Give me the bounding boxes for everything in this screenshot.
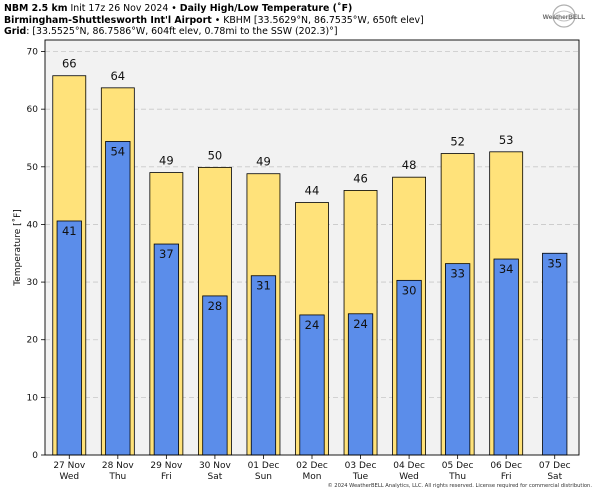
low-temp-bar bbox=[153, 243, 179, 456]
low-temp-label: 33 bbox=[450, 267, 465, 281]
low-temp-bar bbox=[105, 141, 131, 456]
low-temp-label: 24 bbox=[305, 318, 320, 332]
low-temp-label: 28 bbox=[208, 299, 223, 313]
bar-labels: 66 41 64 54 49 37 50 28 49 31 44 24 46 24 48 30 52 33 53 34… bbox=[62, 57, 562, 332]
x-tick-date: 06 Dec bbox=[490, 461, 522, 471]
x-tick-day: Thu bbox=[448, 472, 466, 482]
x-tick-date: 29 Nov bbox=[150, 461, 183, 471]
x-tick-date: 30 Nov bbox=[199, 461, 232, 471]
x-tick-day: Mon bbox=[303, 472, 322, 482]
y-tick-label: 10 bbox=[27, 393, 39, 403]
y-tick-label: 40 bbox=[27, 220, 39, 230]
bars bbox=[52, 75, 568, 456]
x-tick-day: Thu bbox=[108, 472, 126, 482]
x-tick-date: 03 Dec bbox=[345, 461, 377, 471]
high-temp-label: 52 bbox=[450, 135, 465, 149]
x-tick-date: 04 Dec bbox=[393, 461, 425, 471]
x-tick-day: Tue bbox=[352, 472, 369, 482]
high-temp-label: 46 bbox=[353, 171, 368, 185]
low-temp-label: 54 bbox=[110, 144, 125, 158]
y-tick-label: 30 bbox=[27, 278, 39, 288]
low-temp-label: 35 bbox=[547, 256, 562, 270]
low-temp-bar bbox=[299, 314, 325, 456]
low-temp-label: 34 bbox=[499, 262, 514, 276]
low-temp-bar bbox=[396, 279, 422, 456]
header-line-2: Birmingham-Shuttlesworth Int'l Airport •… bbox=[4, 14, 424, 26]
y-tick-label: 50 bbox=[27, 163, 39, 173]
high-temp-label: 44 bbox=[305, 184, 320, 198]
svg-text:WeatherBELL: WeatherBELL bbox=[543, 14, 586, 21]
high-temp-label: 49 bbox=[159, 154, 174, 168]
low-temp-label: 37 bbox=[159, 247, 174, 261]
y-tick-label: 60 bbox=[27, 105, 39, 115]
y-tick-label: 20 bbox=[27, 336, 39, 346]
low-temp-bar bbox=[202, 295, 228, 456]
x-tick-day: Wed bbox=[399, 472, 419, 482]
low-temp-bar bbox=[56, 220, 82, 456]
y-tick-label: 0 bbox=[32, 451, 38, 461]
high-temp-label: 50 bbox=[208, 148, 223, 162]
copyright-footer: © 2024 WeatherBELL Analytics, LLC. All r… bbox=[327, 483, 592, 489]
x-tick-day: Sat bbox=[547, 472, 562, 482]
weatherbell-logo: WeatherBELL bbox=[543, 4, 586, 28]
y-tick-label: 70 bbox=[27, 48, 39, 58]
high-temp-label: 64 bbox=[110, 69, 125, 83]
x-tick-date: 27 Nov bbox=[53, 461, 86, 471]
low-temp-label: 41 bbox=[62, 224, 77, 238]
header-line-1: NBM 2.5 km Init 17z 26 Nov 2024 • Daily … bbox=[4, 3, 353, 14]
x-tick-day: Wed bbox=[59, 472, 79, 482]
low-temp-label: 31 bbox=[256, 279, 271, 293]
high-temp-label: 53 bbox=[499, 133, 514, 147]
chart-header: NBM 2.5 km Init 17z 26 Nov 2024 • Daily … bbox=[4, 3, 424, 38]
x-tick-day: Sat bbox=[208, 472, 223, 482]
low-temp-label: 30 bbox=[402, 283, 417, 297]
low-temp-bar bbox=[493, 258, 519, 456]
x-tick-day: Fri bbox=[161, 472, 172, 482]
low-temp-bar bbox=[347, 313, 374, 456]
x-tick-date: 28 Nov bbox=[102, 461, 135, 471]
x-tick-date: 02 Dec bbox=[296, 461, 328, 471]
high-temp-label: 48 bbox=[402, 158, 417, 172]
x-tick-day: Fri bbox=[501, 472, 512, 482]
x-tick-day: Sun bbox=[255, 472, 272, 482]
low-temp-bar bbox=[542, 252, 568, 456]
x-tick-date: 05 Dec bbox=[442, 461, 474, 471]
y-axis-label: Temperature [˚F] bbox=[12, 209, 23, 287]
x-tick-date: 07 Dec bbox=[539, 461, 571, 471]
low-temp-bar bbox=[445, 263, 471, 456]
low-temp-label: 24 bbox=[353, 317, 368, 331]
low-temp-bar bbox=[250, 275, 277, 456]
high-temp-label: 66 bbox=[62, 57, 77, 71]
x-tick-date: 01 Dec bbox=[248, 461, 280, 471]
high-temp-label: 49 bbox=[256, 155, 271, 169]
plot-frame bbox=[44, 39, 580, 456]
header-line-3: Grid: [33.5525°N, 86.7586°W, 604ft elev,… bbox=[4, 26, 338, 37]
